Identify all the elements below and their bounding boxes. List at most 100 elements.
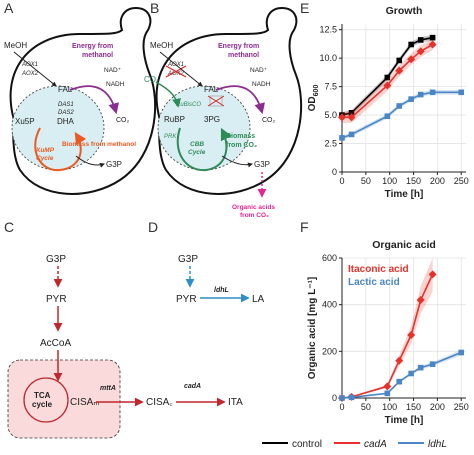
growth-y-tick-label: 5.0 — [324, 110, 337, 120]
to-g3p-arrow-a — [75, 155, 105, 168]
prk-label-b: PRK — [164, 134, 177, 140]
aox2-label-b: AOX2 — [167, 71, 185, 77]
peroxisome-a — [11, 85, 105, 171]
nad-label-a: NAD⁺ — [104, 67, 122, 74]
acid-x-tick-label: 100 — [382, 402, 397, 412]
growth-x-tick-label: 250 — [454, 176, 469, 186]
acid-x-tick-label: 50 — [361, 402, 371, 412]
growth-point-ldhl — [396, 103, 403, 109]
pyr-label-d: PYR — [176, 294, 197, 305]
growth-point-control — [384, 74, 391, 81]
panel-d: D G3P PYR ldhL LA — [148, 219, 265, 305]
meoh-to-fal-arrow-b — [159, 51, 203, 87]
energy-arrow-b — [215, 85, 265, 115]
xu5p-label-a: Xu5P — [15, 117, 35, 126]
acoa-label-c: AcCoA — [40, 338, 71, 349]
meoh-label-b: MeOH — [150, 41, 173, 50]
aox2-label-a: AOX2 — [21, 71, 39, 77]
rubisco-label-b: RuBisCO — [176, 102, 201, 108]
growth-point-control — [396, 57, 403, 64]
growth-point-cada — [338, 113, 346, 122]
energy-line2-b: methanol — [228, 52, 259, 59]
growth-x-tick-label: 200 — [430, 176, 445, 186]
nad-label-b: NAD⁺ — [250, 67, 268, 74]
acid-y-tick-label: 600 — [322, 253, 337, 263]
growth-point-cada — [383, 81, 392, 90]
growth-point-control — [348, 110, 355, 116]
growth-point-cada — [407, 55, 416, 64]
growth-point-ldhl — [417, 91, 424, 98]
panel-label-e: E — [300, 0, 309, 16]
acid-point-lactic-acid — [339, 395, 345, 401]
growth-point-control — [429, 34, 436, 41]
growth-x-tick-label: 150 — [406, 176, 421, 186]
acid-plot-area — [342, 258, 466, 398]
growth-point-ldhl — [384, 113, 391, 120]
growth-title: Growth — [386, 5, 423, 17]
acid-y-tick-label: 400 — [322, 300, 337, 310]
energy-line1-a: Energy from — [72, 43, 113, 50]
panel-c: C G3P PYR AcCoA TCA cycle CISAₘ mttA CIS… — [4, 219, 243, 439]
mtta-label-c: mttA — [100, 385, 116, 392]
acid-band-itaconic-acid — [342, 258, 433, 398]
panel-label-c: C — [4, 219, 14, 235]
tca-cycle-circle — [23, 377, 69, 423]
das-deletion-cross — [207, 95, 225, 107]
growth-y-tick-label: 12.5 — [319, 25, 337, 35]
growth-point-ldhl — [408, 96, 414, 102]
acid-point-itaconic-acid — [407, 331, 416, 339]
growth-point-cada — [428, 40, 437, 49]
pyr-label-c: PYR — [46, 294, 67, 305]
xump-cycle-line1: XuMP — [35, 147, 55, 154]
acid-point-itaconic-acid — [383, 382, 392, 391]
growth-y-tick-label: 7.5 — [324, 82, 337, 92]
dha-label-a: DHA — [57, 117, 75, 126]
acid-point-lactic-acid — [429, 361, 436, 367]
growth-point-ldhl — [429, 89, 436, 96]
cisam-label-c: CISAₘ — [70, 397, 100, 408]
growth-point-ldhl — [348, 131, 355, 138]
cada-label-c: cadA — [184, 383, 201, 390]
panel-label-d: D — [148, 219, 158, 235]
growth-x-tick-label: 100 — [382, 176, 397, 186]
aox2-deletion-cross — [165, 65, 187, 78]
growth-x-label: Time [h] — [385, 189, 424, 200]
panel-a: A MeOH AOX1 AOX2 FAL DAS1 DAS2 DHA Xu5P … — [4, 0, 157, 195]
growth-point-ldhl — [458, 89, 465, 96]
cisac-label-c: CISA꜀ — [146, 397, 173, 408]
acid-point-lactic-acid — [408, 370, 414, 377]
acid-point-itaconic-acid — [428, 270, 437, 279]
acid-point-lactic-acid — [384, 390, 391, 397]
meoh-to-fal-arrow-a — [13, 51, 57, 87]
growth-y-tick-label: 0 — [332, 167, 337, 177]
acid-point-itaconic-acid — [416, 296, 425, 304]
nadh-label-a: NADH — [106, 81, 125, 88]
ita-label-c: ITA — [228, 397, 243, 408]
xump-cycle-line2: Cycle — [36, 155, 54, 162]
growth-x-tick-label: 0 — [339, 176, 344, 186]
fal-label-a: FAL — [58, 85, 73, 94]
growth-y-label: OD600 — [307, 85, 320, 112]
g3p-label-a: G3P — [106, 160, 122, 169]
peroxisome-b — [157, 85, 251, 171]
biomass-line2-b: from CO₂ — [226, 142, 257, 149]
la-label-d: LA — [252, 294, 265, 305]
growth-point-control — [417, 37, 424, 43]
to-g3p-arrow-b — [221, 155, 253, 168]
meoh-label-a: MeOH — [4, 41, 27, 50]
das1-label-a: DAS1 — [58, 102, 74, 108]
co2-in-label-b: CO₂ — [144, 75, 159, 84]
rubp-label-b: RuBP — [164, 115, 185, 124]
organic-line2-b: from CO₂ — [240, 212, 269, 219]
g3p-label-c: G3P — [46, 254, 66, 265]
xump-cycle-arrow — [34, 127, 87, 172]
growth-point-cada — [395, 66, 404, 75]
biomass-label-a: Biomass from methanol — [62, 141, 136, 148]
acid-point-lactic-acid — [348, 394, 355, 401]
acid-point-lactic-acid — [458, 349, 465, 356]
legend-label-ldhl: ldhL — [428, 439, 447, 450]
organic-acid-chart: 0 50 100 150 200 250 0 200 400 600 Organic acid Tim… — [307, 239, 469, 426]
growth-x-tick-label: 50 — [361, 176, 371, 186]
co2-label-a: CO₂ — [116, 117, 130, 124]
